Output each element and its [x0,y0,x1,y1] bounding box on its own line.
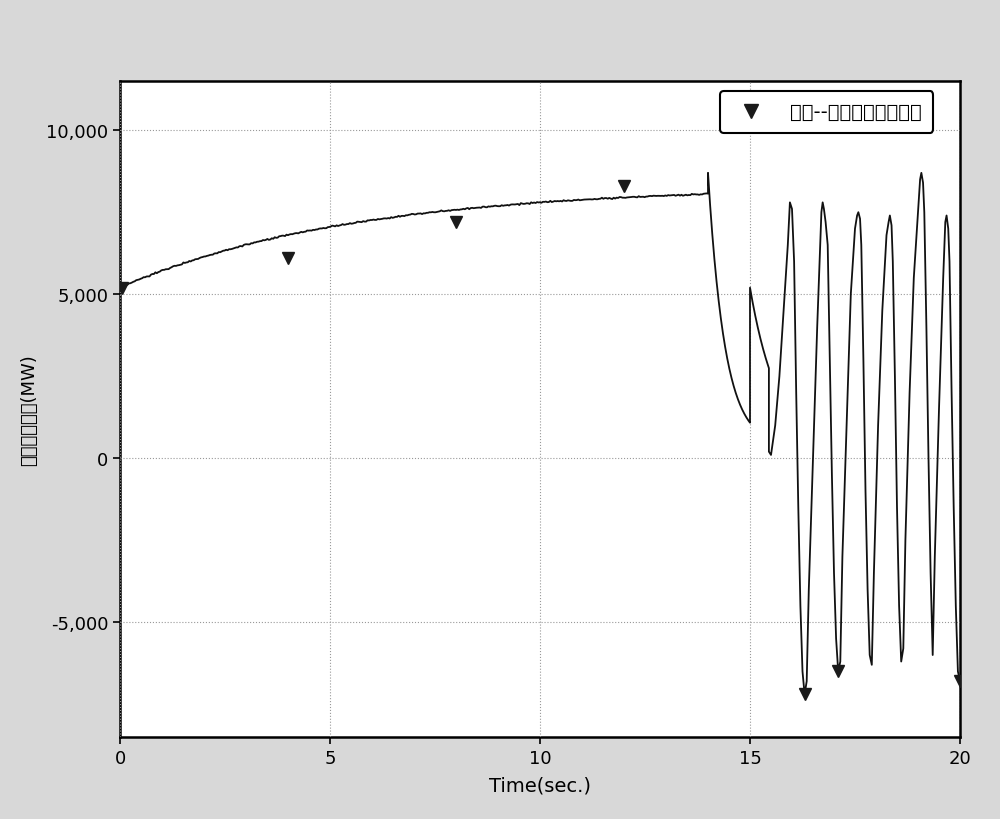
Legend: 长治--南阳线路有功功率: 长治--南阳线路有功功率 [720,92,933,133]
Y-axis label: 线路有功功率(MW): 线路有功功率(MW) [20,354,38,465]
X-axis label: Time(sec.): Time(sec.) [489,776,591,794]
